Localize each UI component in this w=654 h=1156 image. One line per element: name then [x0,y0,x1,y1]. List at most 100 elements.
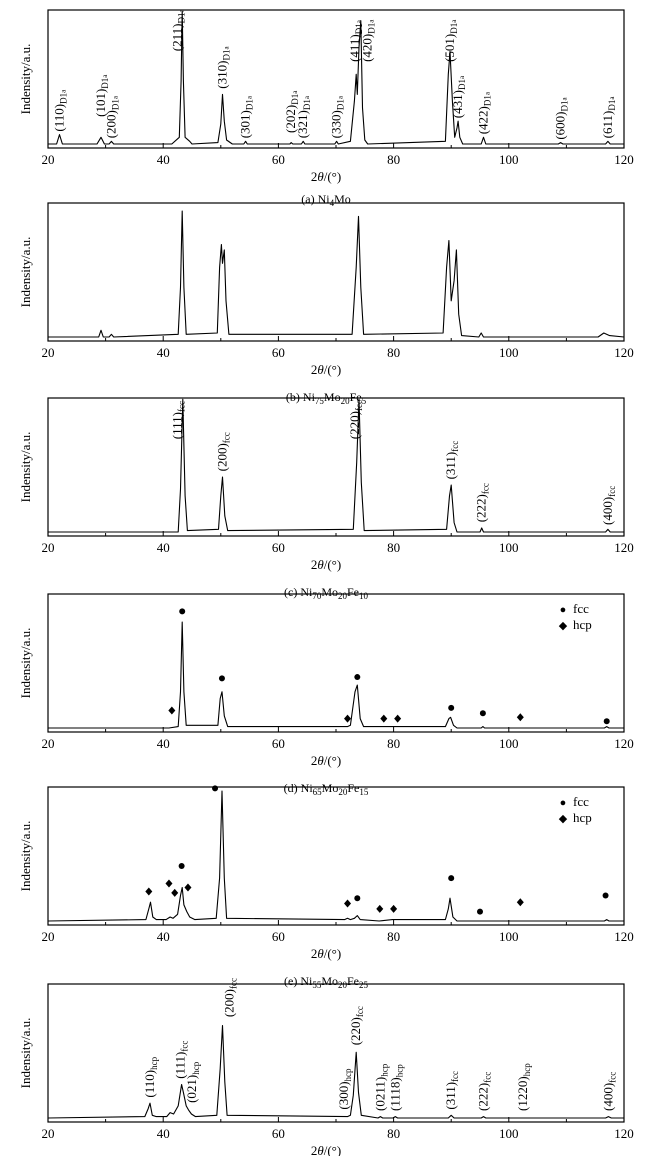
x-tick-label: 80 [387,1126,400,1141]
hcp-marker [376,904,384,913]
hcp-marker [380,714,388,723]
peak-label: (301)D1a [238,95,255,138]
panel-caption: (d) Ni65Mo20Fe15 [284,781,369,797]
y-axis-label: Indensity/a.u. [18,1018,33,1089]
fcc-marker [178,863,185,870]
y-axis-label: Indensity/a.u. [18,628,33,699]
x-tick-label: 100 [499,345,519,360]
x-tick-label: 80 [387,736,400,751]
chart-panel-5: 20 40 60 80 100 120 Indensity/a.u. 2θ/(°) (e) Ni… [18,785,634,990]
panel-caption: (c) Ni70Mo20Fe10 [284,585,369,601]
hcp-marker [394,714,402,723]
hcp-marker [145,887,153,896]
x-tick-label: 20 [42,736,55,751]
x-tick-label: 120 [614,540,634,555]
x-tick-label: 60 [272,152,285,167]
peak-label: (321)D1a [295,95,312,138]
peak-label: (411)D1a [347,19,364,62]
peak-label: (1220)hcp [515,1063,532,1111]
peak-label: (611)D1a [600,96,617,139]
x-tick-label: 40 [157,736,170,751]
x-tick-label: 80 [387,929,400,944]
y-axis-label: Indensity/a.u. [18,237,33,308]
peak-label: (431)D1a [450,75,467,118]
y-axis-label: Indensity/a.u. [18,821,33,892]
peak-label: (021)hcp [184,1061,201,1103]
hcp-marker [344,714,352,723]
peak-label: (202)D1a [283,90,300,133]
x-tick-label: 120 [614,345,634,360]
panel-caption: (e) Ni55Mo20Fe25 [284,974,369,990]
fcc-legend-symbol: ● [560,604,567,616]
x-tick-label: 80 [387,345,400,360]
diffraction-trace [48,10,624,145]
panel-caption: (b) Ni75Mo20Fe5 [286,390,367,406]
hcp-marker [165,879,173,888]
chart-panel-3: 20 40 60 80 100 120 Indensity/a.u. 2θ/(°) (c) Ni… [18,397,634,601]
peak-label: (300)hcp [336,1068,353,1110]
fcc-marker [448,875,455,882]
peak-label: (220)fcc [348,1006,365,1045]
peak-label: (220)fcc [347,400,364,439]
x-tick-label: 40 [157,152,170,167]
x-tick-label: 20 [42,929,55,944]
hcp-marker [171,888,179,897]
legend-label: fcc [573,601,589,616]
y-axis-label: Indensity/a.u. [18,432,33,503]
chart-panel-2: 20 40 60 80 100 120 Indensity/a.u. 2θ/(°) (b) Ni… [18,202,634,406]
x-tick-label: 80 [387,152,400,167]
x-tick-label: 100 [499,929,519,944]
x-tick-label: 100 [499,540,519,555]
plot-frame [47,786,625,926]
fcc-marker [354,895,361,902]
x-axis-label: 2θ/(°) [311,1143,341,1156]
legend-label: fcc [573,794,589,809]
x-axis-label: 2θ/(°) [311,946,341,961]
hcp-marker [516,713,524,722]
plot-frame [47,397,625,537]
peak-label: (200)fcc [221,978,238,1017]
peak-label: (110)D1a [52,89,69,132]
peak-label: (110)hcp [142,1056,159,1097]
x-tick-label: 40 [157,540,170,555]
peak-label: (200)fcc [215,432,232,471]
x-tick-label: 120 [614,929,634,944]
fcc-marker [479,710,486,717]
hcp-marker [184,883,192,892]
x-tick-label: 100 [499,152,519,167]
x-tick-label: 120 [614,1126,634,1141]
peak-label: (222)fcc [475,1072,492,1111]
x-tick-label: 20 [42,1126,55,1141]
peak-label: (422)D1a [475,91,492,134]
peak-label: (400)fcc [600,486,617,525]
fcc-legend-symbol: ● [560,797,567,809]
x-tick-label: 60 [272,736,285,751]
x-tick-label: 40 [157,1126,170,1141]
x-tick-label: 80 [387,540,400,555]
diffraction-trace [48,621,624,729]
x-axis-label: 2θ/(°) [311,362,341,377]
peak-label: (330)D1a [329,95,346,138]
peak-label: (600)D1a [553,96,570,139]
x-tick-label: 20 [42,540,55,555]
hcp-marker [390,904,398,913]
peak-label: (420)D1a [360,19,377,62]
diffraction-trace [48,790,624,922]
peak-label: (101)D1a [93,74,110,117]
peak-label: (200)D1a [103,95,120,138]
x-tick-label: 60 [272,1126,285,1141]
diffraction-trace [48,398,624,533]
hcp-marker [344,899,352,908]
fcc-marker [603,718,610,725]
peak-label: (111)fcc [172,1041,189,1079]
x-tick-label: 120 [614,152,634,167]
peak-label: (211)D1a [170,9,187,52]
x-axis-label: 2θ/(°) [311,169,341,184]
x-tick-label: 100 [499,1126,519,1141]
hcp-marker [516,898,524,907]
hcp-marker [168,706,176,715]
chart-panel-4: 20 40 60 80 100 120 Indensity/a.u. 2θ/(°) (d) Ni… [18,593,634,797]
peak-label: (310)D1a [215,46,232,89]
fcc-marker [179,608,186,615]
